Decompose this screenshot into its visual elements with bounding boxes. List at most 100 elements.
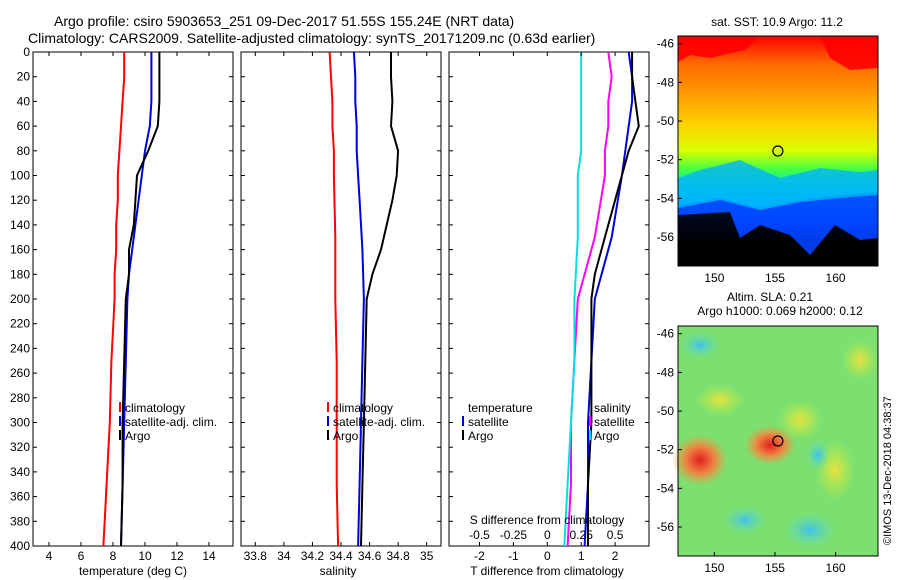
x-tick-label: 14 [202, 549, 216, 563]
legend-label-argo: Argo [125, 429, 151, 443]
y-tick-label: 120 [10, 193, 30, 207]
title-line-1: Argo profile: csiro 5903653_251 09-Dec-2… [54, 13, 515, 29]
map-y-tick-label: -50 [657, 114, 675, 128]
y-tick-label: 300 [10, 416, 30, 430]
sla-low-anomaly [806, 439, 830, 471]
series-line-climatology [328, 51, 340, 547]
sst-cool-blob [678, 160, 878, 210]
sla-map-frame [677, 325, 879, 557]
x-tick-label: -1 [508, 549, 519, 563]
map-x-tick-label: 160 [826, 561, 846, 575]
x-tick-label: 12 [170, 549, 184, 563]
sla-high-anomaly [744, 425, 796, 465]
sla-low-anomaly [680, 331, 720, 359]
sst-texture [678, 36, 878, 266]
x-tick-label: 4 [46, 549, 53, 563]
y-tick-label: 100 [10, 169, 30, 183]
legend-label-s-satellite: satellite [594, 415, 635, 429]
sst-warm-blob [820, 36, 878, 70]
difference-legend: temperature satellite Argo salinity sate… [462, 401, 635, 443]
map-y-tick-label: -48 [657, 75, 675, 89]
salinity-panel-frame [240, 51, 442, 547]
sst-map-frame [677, 35, 879, 267]
salinity-legend: climatology satellite-adj. clim. Argo [327, 401, 425, 443]
sla-low-anomaly [784, 512, 836, 548]
s-tick-label: 0.5 [607, 528, 624, 542]
y-tick-label: 240 [10, 341, 30, 355]
map-y-tick-label: -50 [657, 404, 675, 418]
map-y-tick-label: -48 [657, 365, 675, 379]
y-tick-label: 220 [10, 317, 30, 331]
x-tick-label: 34.8 [386, 549, 410, 563]
series-line-t-satellite [583, 51, 634, 547]
y-tick-label: 0 [23, 45, 30, 59]
temperature-legend: climatology satellite-adj. clim. Argo [119, 401, 217, 443]
y-tick-label: 200 [10, 292, 30, 306]
difference-panel-frame [448, 51, 650, 547]
map-x-tick-label: 150 [704, 271, 724, 285]
t-difference-xlabel: T difference from climatology [470, 564, 624, 578]
imos-credit: ©IMOS 13-Dec-2018 04:38:37 [882, 396, 894, 545]
map-y-tick-label: -46 [657, 37, 675, 51]
sst-warm-blob [678, 36, 760, 62]
y-tick-label: 340 [10, 465, 30, 479]
title-line-2: Climatology: CARS2009. Satellite-adjuste… [28, 30, 596, 46]
sla-texture [672, 331, 878, 548]
x-tick-label: 34 [277, 549, 291, 563]
sla-moderate-anomaly [778, 400, 822, 440]
legend-label-argo: Argo [333, 429, 359, 443]
legend-label-climatology: climatology [125, 401, 185, 415]
legend-label-climatology: climatology [333, 401, 393, 415]
argo-location-marker [772, 435, 784, 447]
x-tick-label: 8 [110, 549, 117, 563]
x-tick-label: 0 [544, 549, 551, 563]
y-tick-label: 140 [10, 218, 30, 232]
y-tick-label: 160 [10, 243, 30, 257]
legend-label-t-satellite: satellite [468, 415, 509, 429]
map-y-tick-label: -56 [657, 230, 675, 244]
salinity-panel: 33.8 34 34.2 34.4 34.6 34.8 35 salinity climat… [240, 51, 442, 578]
temperature-panel-frame [32, 51, 234, 547]
sst-cold-blob [678, 212, 878, 266]
legend-title-temperature: temperature [468, 401, 533, 415]
map-y-tick-label: -56 [657, 520, 675, 534]
legend-title-salinity: salinity [594, 401, 631, 415]
legend-label-s-argo: Argo [594, 429, 620, 443]
sla-map-title: Altim. SLA: 0.21 [727, 290, 813, 304]
map-y-tick-label: -52 [657, 153, 675, 167]
y-tick-label: 360 [10, 490, 30, 504]
legend-label-t-argo: Argo [468, 429, 494, 443]
x-tick-label: 34.2 [301, 549, 325, 563]
y-tick-label: 60 [17, 119, 31, 133]
series-line-climatology [102, 52, 126, 547]
series-line-satellite-adj-clim- [120, 52, 153, 547]
sla-map: Altim. SLA: 0.21 Argo h1000: 0.069 h2000… [657, 290, 879, 575]
difference-panel: -2 -1 0 1 2 -0.5 -0.25 0 0.25 0.5 T difference fr… [448, 51, 650, 578]
sla-moderate-anomaly [842, 340, 878, 380]
s-tick-label: -0.25 [500, 528, 528, 542]
y-tick-label: 260 [10, 366, 30, 380]
y-tick-label: 320 [10, 440, 30, 454]
legend-label-satellite: satellite-adj. clim. [333, 415, 425, 429]
legend-label-satellite: satellite-adj. clim. [125, 415, 217, 429]
sst-map-title: sat. SST: 10.9 Argo: 11.2 [711, 15, 843, 29]
s-tick-label: 0 [544, 528, 551, 542]
map-y-tick-label: -54 [657, 481, 675, 495]
sst-map: sat. SST: 10.9 Argo: 11.2 150 155 160 -46 -4… [657, 15, 879, 285]
x-tick-label: 6 [78, 549, 85, 563]
sla-low-anomaly [723, 506, 767, 534]
sla-moderate-anomaly [696, 384, 744, 416]
y-tick-label: 40 [17, 94, 31, 108]
argo-location-marker [772, 145, 784, 157]
s-tick-label: -0.5 [469, 528, 490, 542]
map-x-tick-label: 160 [826, 271, 846, 285]
series-line-argo [360, 52, 400, 547]
y-tick-label: 280 [10, 391, 30, 405]
series-line-t-argo [587, 52, 640, 546]
y-tick-label: 20 [17, 70, 31, 84]
x-tick-label: 1 [578, 549, 585, 563]
salinity-xlabel: salinity [320, 564, 357, 578]
y-tick-label: 380 [10, 514, 30, 528]
map-x-tick-label: 155 [765, 561, 785, 575]
